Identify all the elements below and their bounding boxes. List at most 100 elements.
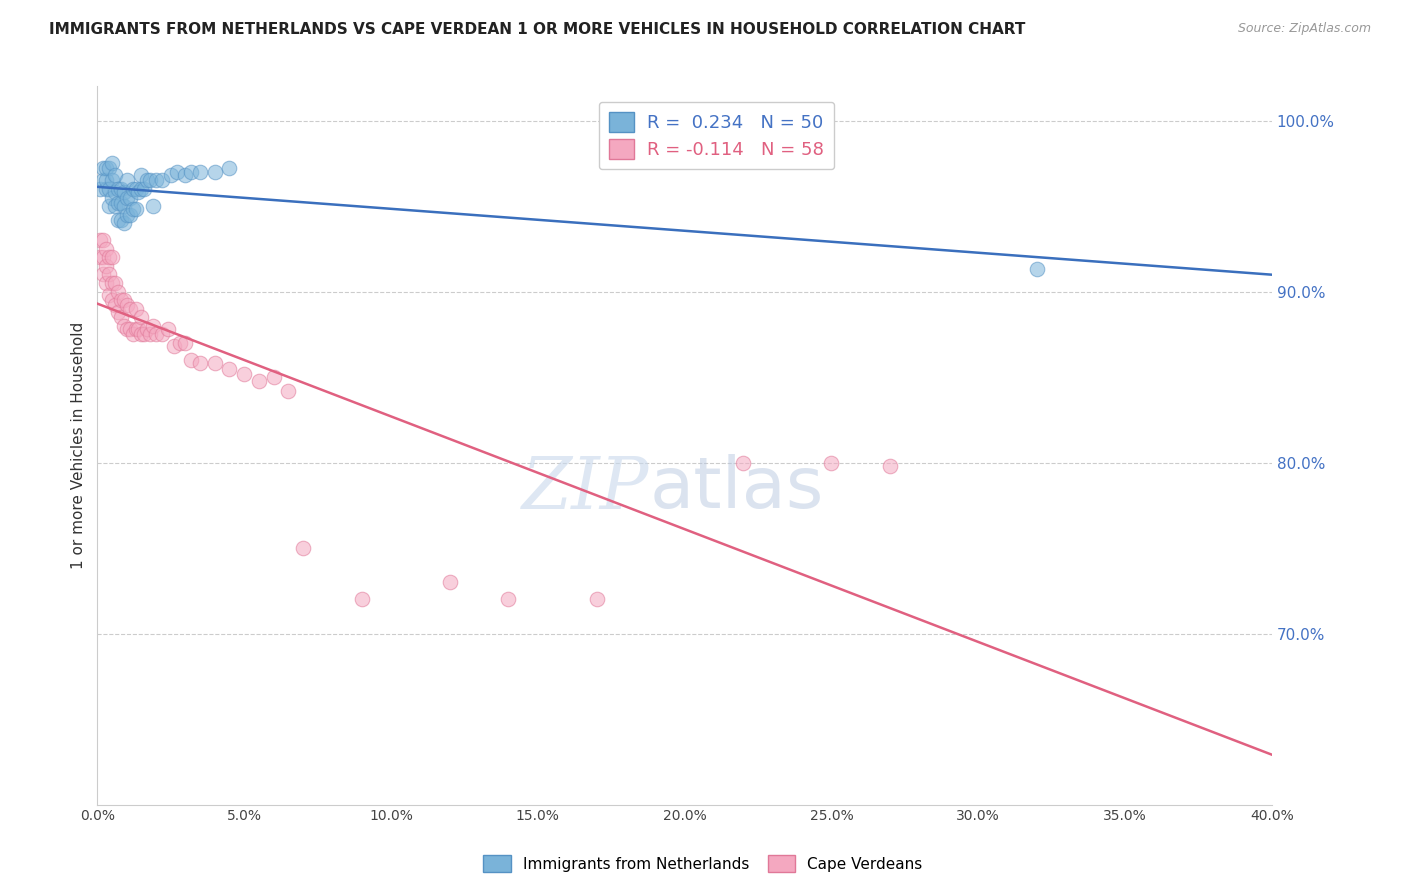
Point: [134, 327, 156, 342]
Point: [112, 318, 135, 333]
Point: [163, 339, 186, 353]
Point: [110, 182, 132, 196]
Point: [127, 322, 149, 336]
Point: [131, 169, 153, 183]
Point: [115, 322, 138, 336]
Point: [96, 182, 118, 196]
Point: [136, 173, 159, 187]
Point: [124, 182, 146, 196]
Point: [142, 199, 165, 213]
Point: [733, 456, 755, 470]
Point: [174, 169, 197, 183]
Point: [107, 195, 129, 210]
Point: [188, 356, 211, 370]
Point: [204, 356, 226, 370]
Point: [104, 186, 127, 200]
Point: [204, 165, 226, 179]
Point: [263, 370, 285, 384]
Point: [174, 335, 197, 350]
Point: [101, 293, 124, 307]
Point: [277, 384, 299, 398]
Point: [124, 202, 146, 217]
Point: [101, 156, 124, 170]
Point: [101, 251, 124, 265]
Text: atlas: atlas: [650, 454, 824, 523]
Point: [107, 305, 129, 319]
Point: [107, 182, 129, 196]
Point: [127, 186, 149, 200]
Point: [820, 456, 842, 470]
Point: [134, 182, 156, 196]
Legend: R =  0.234   N = 50, R = -0.114   N = 58: R = 0.234 N = 50, R = -0.114 N = 58: [599, 102, 834, 169]
Point: [115, 208, 138, 222]
Point: [124, 322, 146, 336]
Point: [101, 276, 124, 290]
Point: [101, 190, 124, 204]
Point: [107, 212, 129, 227]
Point: [98, 288, 121, 302]
Point: [104, 298, 127, 312]
Point: [121, 202, 143, 217]
Point: [98, 199, 121, 213]
Point: [150, 173, 173, 187]
Point: [112, 293, 135, 307]
Point: [180, 165, 202, 179]
Point: [96, 259, 118, 273]
Point: [112, 186, 135, 200]
Point: [498, 592, 520, 607]
Point: [121, 327, 143, 342]
Point: [115, 173, 138, 187]
Point: [156, 322, 179, 336]
Point: [121, 182, 143, 196]
Point: [118, 322, 141, 336]
Point: [169, 335, 191, 350]
Point: [96, 276, 118, 290]
Point: [107, 285, 129, 299]
Point: [112, 216, 135, 230]
Point: [104, 199, 127, 213]
Point: [166, 165, 188, 179]
Point: [350, 592, 373, 607]
Y-axis label: 1 or more Vehicles in Household: 1 or more Vehicles in Household: [72, 322, 86, 569]
Point: [585, 592, 607, 607]
Legend: Immigrants from Netherlands, Cape Verdeans: Immigrants from Netherlands, Cape Verdea…: [475, 847, 931, 880]
Point: [879, 458, 901, 473]
Point: [91, 161, 114, 176]
Point: [112, 199, 135, 213]
Point: [124, 301, 146, 316]
Point: [110, 293, 132, 307]
Point: [118, 190, 141, 204]
Point: [131, 310, 153, 325]
Point: [233, 367, 256, 381]
Point: [142, 318, 165, 333]
Point: [139, 173, 162, 187]
Point: [110, 195, 132, 210]
Point: [96, 161, 118, 176]
Point: [1026, 262, 1049, 277]
Point: [139, 327, 162, 342]
Point: [145, 327, 167, 342]
Point: [104, 169, 127, 183]
Point: [115, 190, 138, 204]
Point: [180, 353, 202, 368]
Point: [104, 276, 127, 290]
Point: [101, 173, 124, 187]
Point: [96, 173, 118, 187]
Point: [98, 161, 121, 176]
Point: [439, 575, 461, 590]
Point: [131, 182, 153, 196]
Point: [218, 361, 240, 376]
Point: [91, 233, 114, 247]
Point: [96, 242, 118, 256]
Point: [188, 165, 211, 179]
Point: [98, 182, 121, 196]
Point: [110, 212, 132, 227]
Text: ZIP: ZIP: [522, 453, 650, 524]
Point: [91, 173, 114, 187]
Point: [145, 173, 167, 187]
Point: [159, 169, 181, 183]
Text: Source: ZipAtlas.com: Source: ZipAtlas.com: [1237, 22, 1371, 36]
Text: IMMIGRANTS FROM NETHERLANDS VS CAPE VERDEAN 1 OR MORE VEHICLES IN HOUSEHOLD CORR: IMMIGRANTS FROM NETHERLANDS VS CAPE VERD…: [49, 22, 1025, 37]
Point: [98, 251, 121, 265]
Point: [98, 268, 121, 282]
